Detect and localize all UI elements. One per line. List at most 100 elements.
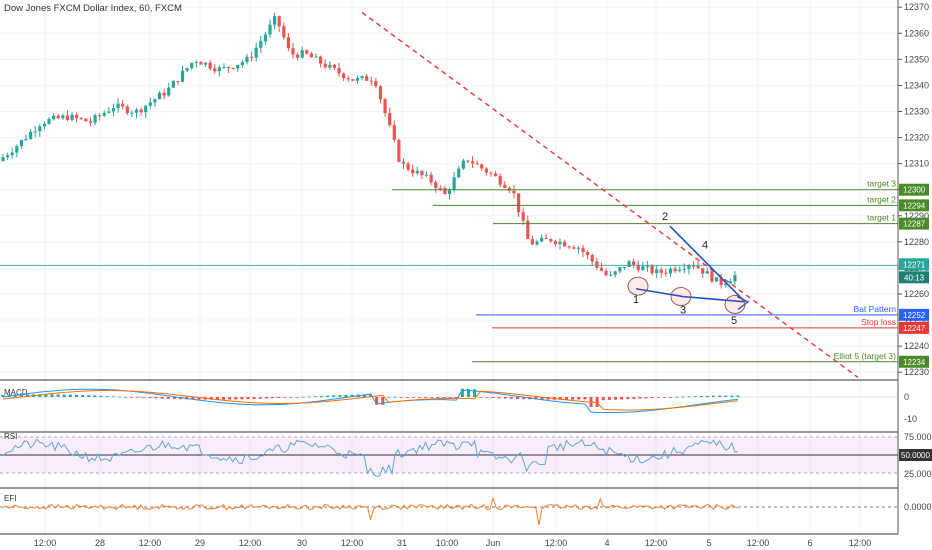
candle-body [111, 108, 116, 112]
x-tick-label: 4 [604, 538, 609, 548]
macd-pane[interactable]: MACD [0, 388, 898, 414]
macd-histogram-bar [558, 397, 562, 400]
candle-body [434, 182, 438, 189]
candle-body [447, 189, 452, 195]
macd-histogram-bar [614, 397, 617, 400]
candle-body [429, 174, 433, 183]
candle-body [457, 168, 461, 178]
y-tick-label: 12320 [904, 133, 929, 143]
candle-body [56, 115, 60, 119]
candle-body [461, 160, 465, 169]
candle-body [157, 92, 162, 100]
candle-body [512, 190, 516, 194]
candle-body [365, 76, 369, 81]
candle-body [153, 99, 157, 103]
y-tick-label: 12340 [904, 80, 929, 90]
macd-histogram-bar [540, 397, 544, 400]
macd-histogram-bar [724, 395, 728, 397]
wave-lower-line [635, 287, 746, 303]
macd-histogram-bar [516, 397, 519, 399]
candle-body [217, 67, 221, 72]
candle-body [705, 271, 709, 274]
wave-label: 1 [633, 294, 639, 306]
macd-histogram-bar [387, 396, 391, 398]
x-tick-label: 5 [706, 538, 711, 548]
level-badge [899, 355, 929, 368]
macd-histogram-bar [595, 397, 599, 407]
y-tick-label: 12230 [904, 367, 929, 377]
level-badge [899, 183, 929, 196]
macd-histogram-bar [56, 394, 60, 397]
macd-histogram-bar [81, 395, 85, 397]
x-tick-label: Jun [486, 538, 501, 548]
candle-body [604, 270, 608, 276]
efi-tick-label: 0.0000 [904, 502, 932, 512]
macd-histogram-bar [271, 397, 274, 399]
candle-body [296, 54, 300, 58]
candle-body [558, 241, 562, 244]
rsi-level-badge [899, 449, 932, 461]
candle-body [185, 68, 189, 71]
candle-body [539, 237, 544, 242]
x-tick-label: 10:00 [436, 538, 459, 548]
macd-histogram-bar [479, 397, 483, 398]
chart-title: Dow Jones FXCM Dollar Index, 60, FXCM [4, 3, 182, 14]
candle-body [581, 247, 585, 253]
candle-body [645, 265, 650, 267]
candle-body [29, 131, 33, 139]
macd-histogram-bar [375, 397, 379, 405]
candle-body [714, 277, 719, 282]
candle-body [590, 255, 594, 262]
candle-body [194, 62, 198, 64]
efi-label: EFI [4, 494, 16, 503]
candle-body [452, 177, 456, 190]
main-price-pane[interactable] [1, 12, 737, 289]
candle-body [664, 272, 668, 274]
macd-histogram-bar [301, 396, 305, 398]
candle-body [79, 117, 83, 119]
drawings[interactable]: target 3 target 2 target 1 Bat Pattern Stop … [0, 11, 898, 378]
candle-body [1, 157, 5, 162]
candle-body [162, 92, 166, 96]
candle-body [70, 114, 74, 120]
candle-body [319, 56, 323, 64]
macd-histogram-bar [448, 397, 452, 399]
candle-body [636, 264, 640, 271]
level-badge [899, 308, 929, 321]
wave-label: 4 [702, 239, 708, 251]
efi-pane[interactable]: EFI [0, 494, 898, 526]
macd-histogram-bar [687, 396, 691, 398]
candle-body [259, 41, 263, 48]
rsi-line [2, 438, 739, 477]
level-badge-text: 12234 [903, 358, 926, 367]
candle-body [470, 161, 475, 164]
macd-line [2, 388, 739, 414]
macd-histogram-bar [405, 397, 409, 398]
macd-histogram-bar [68, 394, 72, 397]
candle-body [691, 265, 696, 267]
candle-body [61, 115, 65, 119]
candle-body [392, 125, 396, 140]
candle-body [245, 56, 249, 63]
candle-body [369, 80, 373, 82]
candle-body [696, 265, 700, 269]
candle-body [383, 99, 387, 114]
macd-histogram-bar [191, 397, 195, 400]
x-tick-label: 30 [297, 538, 307, 548]
candle-body [180, 70, 185, 82]
level-badge-text: 12252 [903, 311, 926, 320]
candle-body [24, 138, 28, 141]
macd-histogram-bar [105, 396, 109, 397]
candle-body [75, 114, 79, 118]
rsi-pane[interactable]: RSI [0, 432, 898, 477]
candle-body [406, 163, 410, 170]
candle-body [300, 50, 304, 58]
macd-histogram-bar [656, 397, 660, 398]
rsi-level-text: 50.0000 [901, 451, 930, 460]
macd-histogram-bar [663, 397, 666, 398]
candle-body [93, 115, 97, 123]
macd-histogram-bar [313, 396, 317, 398]
macd-histogram-bar [99, 395, 103, 397]
candle-body [121, 103, 125, 107]
